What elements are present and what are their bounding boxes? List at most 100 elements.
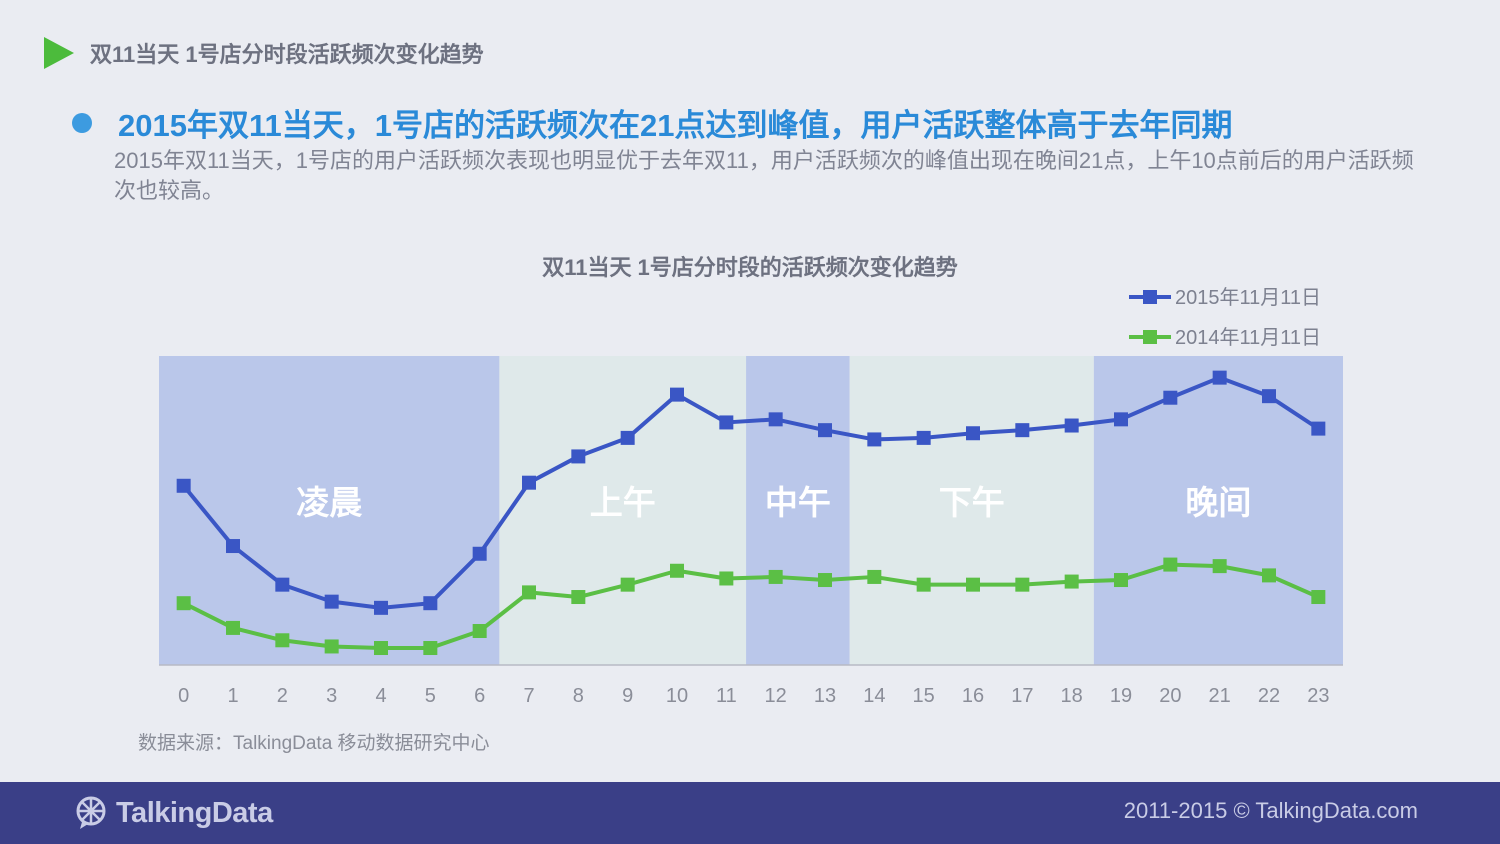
period-label-4: 晚间	[1185, 484, 1251, 521]
data-point-0-10	[670, 387, 684, 402]
data-point-0-16	[966, 426, 980, 441]
data-point-1-18	[1064, 574, 1079, 589]
data-point-1-3	[324, 639, 339, 654]
legend-marker-1	[1143, 330, 1157, 344]
play-triangle-icon	[44, 37, 74, 69]
x-tick-label-22: 22	[1258, 685, 1280, 707]
x-tick-label-10: 10	[666, 685, 688, 707]
data-point-0-14	[867, 432, 882, 447]
data-point-1-20	[1163, 557, 1178, 572]
period-band-3	[849, 356, 1094, 665]
x-tick-label-3: 3	[326, 685, 337, 707]
data-point-0-21	[1212, 370, 1227, 385]
data-point-0-6	[472, 546, 487, 561]
period-label-0: 凌晨	[296, 484, 362, 521]
period-band-1	[499, 356, 747, 665]
period-label-2: 中午	[765, 484, 831, 521]
data-point-0-2	[275, 577, 290, 592]
legend-label-0: 2015年11月11日	[1175, 286, 1321, 309]
data-point-1-16	[966, 577, 980, 592]
talkingdata-logo-icon	[76, 796, 106, 829]
data-point-1-7	[522, 585, 536, 600]
x-tick-label-14: 14	[863, 685, 885, 707]
series-line-0	[182, 375, 1320, 610]
data-point-0-22	[1262, 389, 1276, 404]
data-point-1-15	[916, 577, 931, 592]
x-tick-label-8: 8	[573, 685, 584, 707]
data-point-1-9	[620, 577, 635, 592]
period-label-1: 上午	[590, 484, 656, 521]
x-tick-label-16: 16	[962, 685, 984, 707]
data-point-1-1	[226, 620, 240, 635]
data-point-1-14	[867, 569, 882, 584]
data-point-1-2	[275, 633, 290, 648]
data-point-0-17	[1015, 423, 1030, 438]
legend-label-1: 2014年11月11日	[1175, 326, 1321, 349]
headline-text: 2015年双11当天，1号店的活跃频次在21点达到峰值，用户活跃整体高于去年同期	[118, 108, 1233, 143]
legend-marker-0	[1143, 290, 1157, 304]
data-point-0-0	[176, 478, 191, 493]
data-point-1-17	[1015, 577, 1030, 592]
data-point-0-18	[1064, 418, 1079, 433]
x-tick-label-11: 11	[716, 685, 737, 707]
x-tick-label-6: 6	[474, 685, 485, 707]
footer-logo: TalkingData	[74, 796, 273, 830]
data-point-1-23	[1311, 590, 1326, 605]
data-point-1-4	[374, 641, 388, 656]
data-point-0-15	[916, 430, 931, 445]
x-tick-label-7: 7	[523, 685, 534, 707]
page-title: 双11当天 1号店分时段活跃频次变化趋势	[90, 42, 484, 67]
x-tick-label-1: 1	[227, 685, 238, 707]
data-point-0-19	[1114, 412, 1128, 427]
data-point-0-4	[374, 600, 388, 615]
data-point-1-12	[768, 569, 783, 584]
data-point-1-0	[176, 596, 191, 611]
x-tick-label-4: 4	[375, 685, 386, 707]
x-tick-label-0: 0	[178, 685, 189, 707]
data-point-1-8	[571, 590, 586, 605]
data-point-1-22	[1262, 568, 1276, 583]
data-point-0-7	[522, 475, 536, 490]
period-band-4	[1093, 356, 1343, 665]
headline: 2015年双11当天，1号店的活跃频次在21点达到峰值，用户活跃整体高于去年同期	[72, 100, 1232, 145]
x-tick-label-17: 17	[1011, 685, 1033, 707]
x-tick-label-20: 20	[1159, 685, 1181, 707]
x-tick-label-9: 9	[622, 685, 633, 707]
data-point-0-23	[1311, 421, 1326, 436]
x-tick-label-12: 12	[765, 685, 787, 707]
data-point-1-6	[472, 624, 487, 639]
x-tick-label-19: 19	[1110, 685, 1132, 707]
x-tick-label-15: 15	[913, 685, 935, 707]
chart-title: 双11当天 1号店分时段的活跃频次变化趋势	[542, 255, 958, 280]
series-line-1	[182, 562, 1320, 651]
page-header: 双11当天 1号店分时段活跃频次变化趋势	[44, 36, 484, 70]
x-tick-label-5: 5	[425, 685, 436, 707]
data-point-0-9	[620, 430, 635, 445]
data-source: 数据来源：TalkingData 移动数据研究中心	[138, 733, 490, 754]
period-label-3: 下午	[939, 484, 1005, 521]
data-point-0-5	[423, 596, 438, 611]
x-tick-label-18: 18	[1061, 685, 1083, 707]
data-point-0-12	[768, 412, 783, 427]
bullet-icon	[72, 112, 92, 133]
footer-copyright: 2011-2015 © TalkingData.com	[1123, 798, 1418, 823]
x-tick-label-23: 23	[1307, 685, 1329, 707]
data-point-1-19	[1114, 573, 1128, 588]
data-point-0-8	[571, 449, 586, 464]
data-point-1-5	[423, 641, 438, 656]
data-point-1-21	[1212, 559, 1227, 574]
data-point-1-10	[670, 563, 684, 578]
data-point-0-11	[719, 415, 734, 430]
data-point-1-11	[719, 571, 734, 586]
description: 2015年双11当天，1号店的用户活跃频次表现也明显优于去年双11，用户活跃频次…	[114, 148, 1414, 203]
footer-brand: TalkingData	[116, 796, 273, 829]
data-point-1-13	[818, 573, 832, 588]
x-tick-label-21: 21	[1209, 685, 1231, 707]
footer-bar: TalkingData 2011-2015 © TalkingData.com	[0, 782, 1500, 844]
x-tick-label-2: 2	[277, 685, 288, 707]
x-tick-label-13: 13	[814, 685, 836, 707]
period-band-2	[746, 356, 850, 665]
data-point-0-1	[226, 539, 240, 554]
data-point-0-20	[1163, 390, 1178, 405]
